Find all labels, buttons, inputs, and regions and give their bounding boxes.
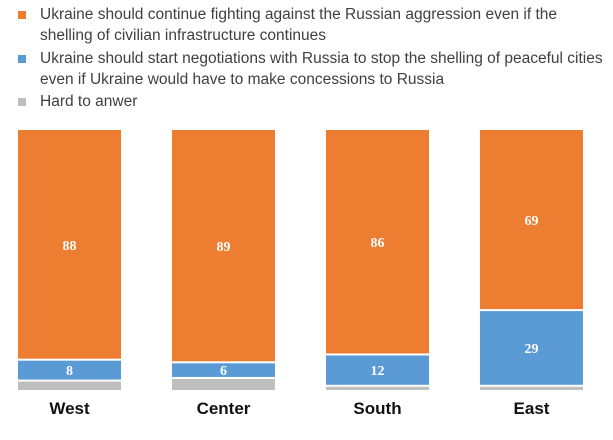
- category-label-center: Center: [197, 399, 251, 418]
- data-label-east-continue-fighting: 69: [525, 214, 539, 229]
- bar-segment-center-hard-to-answer: [172, 378, 275, 390]
- bar-segment-south-continue-fighting: [326, 130, 429, 354]
- bar-segment-center-continue-fighting: [172, 130, 275, 362]
- category-label-east: East: [514, 399, 550, 418]
- chart-legend: Ukraine should continue fighting against…: [0, 0, 613, 120]
- bar-segment-west-hard-to-answer: [18, 381, 121, 390]
- bar-segment-center-start-negotiations: [172, 363, 275, 377]
- bar-segment-south-start-negotiations: [326, 355, 429, 385]
- data-label-south-continue-fighting: 86: [371, 236, 385, 251]
- data-label-center-continue-fighting: 89: [217, 240, 231, 255]
- legend-label-start-negotiations: Ukraine should start negotiations with R…: [40, 50, 603, 88]
- data-label-west-start-negotiations: 8: [66, 364, 73, 379]
- bar-segment-west-start-negotiations: [18, 360, 121, 380]
- bar-segment-east-continue-fighting: [480, 130, 583, 310]
- data-label-west-continue-fighting: 88: [63, 239, 77, 254]
- category-label-south: South: [353, 399, 401, 418]
- legend-label-continue-fighting: Ukraine should continue fighting against…: [40, 6, 557, 44]
- data-label-east-start-negotiations: 29: [525, 342, 539, 357]
- bar-segment-east-hard-to-answer: [480, 386, 583, 390]
- legend-swatch-continue-fighting: [18, 11, 26, 19]
- bar-segment-south-hard-to-answer: [326, 386, 429, 390]
- bar-segment-east-start-negotiations: [480, 311, 583, 385]
- legend-swatch-start-negotiations: [18, 55, 26, 63]
- data-label-center-start-negotiations: 6: [220, 364, 227, 379]
- category-label-west: West: [49, 399, 90, 418]
- legend-label-hard-to-answer: Hard to anwer: [40, 93, 138, 110]
- legend-swatch-hard-to-answer: [18, 98, 26, 106]
- bar-segment-west-continue-fighting: [18, 130, 121, 359]
- data-label-south-start-negotiations: 12: [371, 364, 385, 379]
